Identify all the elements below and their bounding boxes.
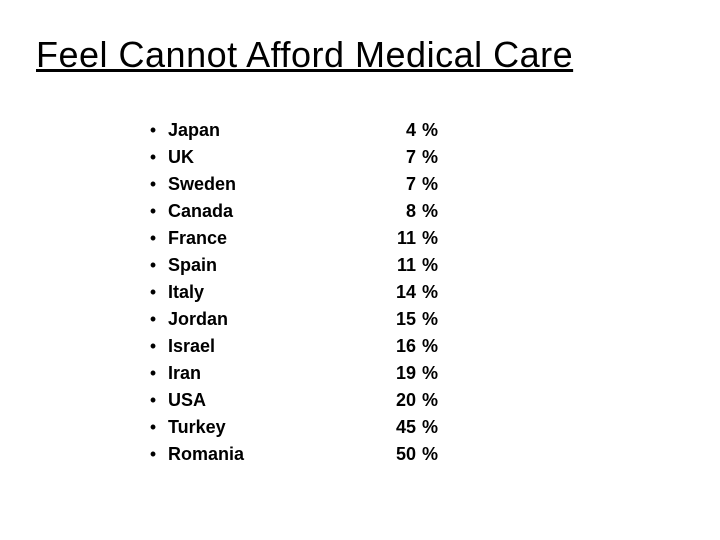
bullet-icon: • — [138, 417, 168, 438]
country-label: Japan — [168, 120, 358, 141]
value-number: 8 — [358, 201, 416, 222]
percent-symbol: % — [416, 309, 444, 330]
percent-symbol: % — [416, 120, 444, 141]
value-number: 19 — [358, 363, 416, 384]
percent-symbol: % — [416, 174, 444, 195]
country-label: Italy — [168, 282, 358, 303]
percent-symbol: % — [416, 363, 444, 384]
list-item: •USA20% — [138, 390, 518, 417]
country-label: Romania — [168, 444, 358, 465]
country-label: Iran — [168, 363, 358, 384]
list-item: •Sweden7% — [138, 174, 518, 201]
percent-symbol: % — [416, 201, 444, 222]
country-label: Turkey — [168, 417, 358, 438]
value-number: 16 — [358, 336, 416, 357]
list-item: •Spain11% — [138, 255, 518, 282]
list-item: •Romania50% — [138, 444, 518, 471]
percent-symbol: % — [416, 390, 444, 411]
bullet-icon: • — [138, 282, 168, 303]
country-label: France — [168, 228, 358, 249]
list-item: •Israel16% — [138, 336, 518, 363]
country-label: Jordan — [168, 309, 358, 330]
bullet-icon: • — [138, 336, 168, 357]
page-title: Feel Cannot Afford Medical Care — [36, 34, 573, 76]
percent-symbol: % — [416, 444, 444, 465]
list-item: •Canada8% — [138, 201, 518, 228]
list-item: •Iran19% — [138, 363, 518, 390]
bullet-icon: • — [138, 444, 168, 465]
percent-symbol: % — [416, 282, 444, 303]
value-number: 20 — [358, 390, 416, 411]
bullet-icon: • — [138, 255, 168, 276]
country-label: Israel — [168, 336, 358, 357]
percent-symbol: % — [416, 336, 444, 357]
list-item: •Jordan15% — [138, 309, 518, 336]
country-label: UK — [168, 147, 358, 168]
percent-symbol: % — [416, 228, 444, 249]
bullet-icon: • — [138, 309, 168, 330]
country-label: USA — [168, 390, 358, 411]
value-number: 7 — [358, 174, 416, 195]
bullet-icon: • — [138, 147, 168, 168]
bullet-icon: • — [138, 363, 168, 384]
percent-symbol: % — [416, 147, 444, 168]
country-label: Canada — [168, 201, 358, 222]
value-number: 11 — [358, 255, 416, 276]
bullet-icon: • — [138, 120, 168, 141]
value-number: 4 — [358, 120, 416, 141]
list-item: •Japan4% — [138, 120, 518, 147]
list-item: •Italy14% — [138, 282, 518, 309]
value-number: 11 — [358, 228, 416, 249]
list-item: •France11% — [138, 228, 518, 255]
country-label: Sweden — [168, 174, 358, 195]
bullet-icon: • — [138, 174, 168, 195]
country-label: Spain — [168, 255, 358, 276]
value-number: 45 — [358, 417, 416, 438]
bullet-icon: • — [138, 390, 168, 411]
value-number: 15 — [358, 309, 416, 330]
bullet-icon: • — [138, 228, 168, 249]
list-item: •UK7% — [138, 147, 518, 174]
bullet-icon: • — [138, 201, 168, 222]
data-list: •Japan4%•UK7%•Sweden7%•Canada8%•France11… — [138, 120, 518, 471]
percent-symbol: % — [416, 255, 444, 276]
value-number: 7 — [358, 147, 416, 168]
value-number: 14 — [358, 282, 416, 303]
list-item: •Turkey45% — [138, 417, 518, 444]
percent-symbol: % — [416, 417, 444, 438]
value-number: 50 — [358, 444, 416, 465]
